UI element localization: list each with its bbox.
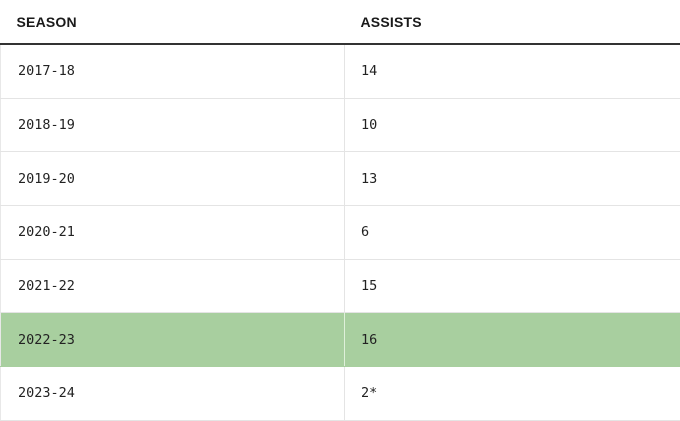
table-body: 2017-18 14 2018-19 10 2019-20 13 2020-21… — [1, 44, 680, 420]
assists-cell: 15 — [345, 259, 680, 313]
column-header-season: SEASON — [1, 0, 345, 44]
season-cell: 2023-24 — [1, 367, 345, 421]
season-cell: 2021-22 — [1, 259, 345, 313]
table-row: 2021-22 15 — [1, 259, 680, 313]
table-row: 2020-21 6 — [1, 206, 680, 260]
assists-cell: 6 — [345, 206, 680, 260]
season-cell: 2018-19 — [1, 98, 345, 152]
table-row-highlighted: 2022-23 16 — [1, 313, 680, 367]
season-cell: 2020-21 — [1, 206, 345, 260]
season-cell: 2017-18 — [1, 44, 345, 98]
season-cell: 2019-20 — [1, 152, 345, 206]
assists-cell: 14 — [345, 44, 680, 98]
assists-cell: 2* — [345, 367, 680, 421]
table-row: 2017-18 14 — [1, 44, 680, 98]
table-header: SEASON ASSISTS — [1, 0, 680, 44]
assists-cell: 10 — [345, 98, 680, 152]
assists-cell: 13 — [345, 152, 680, 206]
column-header-assists: ASSISTS — [345, 0, 680, 44]
table-row: 2019-20 13 — [1, 152, 680, 206]
assists-cell: 16 — [345, 313, 680, 367]
table-row: 2018-19 10 — [1, 98, 680, 152]
season-cell: 2022-23 — [1, 313, 345, 367]
header-row: SEASON ASSISTS — [1, 0, 680, 44]
table-row: 2023-24 2* — [1, 367, 680, 421]
